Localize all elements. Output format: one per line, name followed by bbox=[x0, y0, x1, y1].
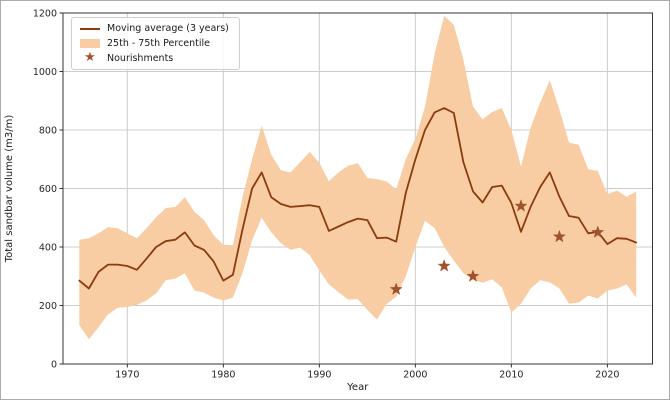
legend-item-nourishments: ★ Nourishments bbox=[79, 49, 229, 65]
y-tick-label: 400 bbox=[39, 242, 57, 253]
nourishment-star-icon bbox=[437, 259, 451, 272]
nourishment-star-icon bbox=[514, 199, 528, 212]
axes-frame bbox=[59, 12, 653, 368]
percentile-band bbox=[79, 15, 637, 340]
tick-labels: 1970 1980 1990 2000 2010 2020 0 200 400 600 800 100… bbox=[33, 8, 620, 380]
x-tick-label: 1980 bbox=[211, 370, 235, 381]
x-tick-label: 2010 bbox=[499, 370, 523, 381]
x-tick-label: 1990 bbox=[307, 370, 331, 381]
legend-star-icon: ★ bbox=[84, 49, 96, 65]
x-tick-label: 1970 bbox=[115, 370, 139, 381]
nourishment-star-icon bbox=[389, 282, 403, 296]
nourishment-star-icon bbox=[552, 229, 566, 243]
nourishment-star-icon bbox=[466, 269, 480, 282]
nourishment-star-icon bbox=[591, 225, 605, 238]
legend-item-percentile: 25th - 75th Percentile bbox=[79, 38, 229, 49]
nourishment-markers bbox=[389, 199, 605, 296]
legend-band-swatch-icon bbox=[80, 39, 100, 48]
legend: Moving average (3 years) 25th - 75th Per… bbox=[71, 17, 240, 70]
legend-label-percentile: 25th - 75th Percentile bbox=[107, 38, 211, 49]
y-tick-label: 0 bbox=[51, 359, 57, 370]
moving-average-line bbox=[78, 107, 638, 290]
y-axis-title: Total sandbar volume (m3/m) bbox=[4, 115, 15, 264]
y-tick-label: 600 bbox=[39, 184, 57, 195]
x-axis-title: Year bbox=[346, 382, 369, 393]
y-tick-label: 800 bbox=[39, 125, 57, 136]
x-tick-label: 2000 bbox=[403, 370, 427, 381]
legend-item-moving-average: Moving average (3 years) bbox=[79, 23, 229, 34]
y-tick-label: 1000 bbox=[33, 67, 57, 78]
legend-label-nourishments: Nourishments bbox=[107, 53, 174, 64]
legend-label-moving-average: Moving average (3 years) bbox=[107, 23, 229, 34]
legend-line-swatch-icon bbox=[80, 27, 100, 30]
x-tick-label: 2020 bbox=[595, 370, 619, 381]
y-tick-label: 1200 bbox=[33, 8, 57, 19]
y-tick-label: 200 bbox=[39, 301, 57, 312]
